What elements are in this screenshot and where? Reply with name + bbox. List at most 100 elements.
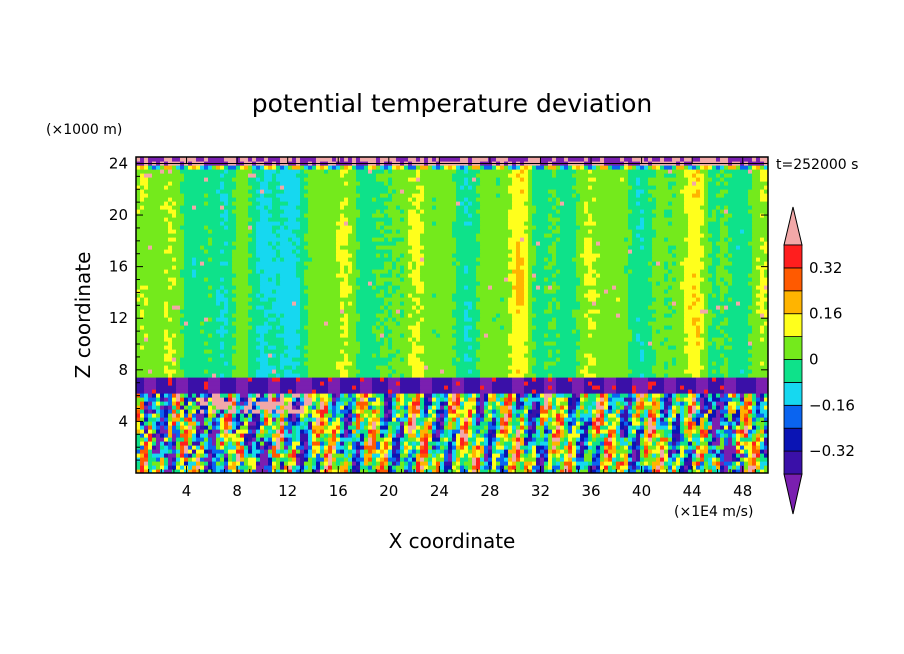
contour-cell <box>348 313 361 318</box>
contour-cell <box>752 229 768 234</box>
contour-cell <box>204 445 209 450</box>
contour-cell <box>704 317 713 322</box>
contour-cell <box>400 253 405 258</box>
contour-cell <box>740 397 745 402</box>
contour-cell <box>676 405 681 410</box>
contour-cell <box>204 321 225 326</box>
contour-cell <box>692 373 701 378</box>
contour-cell <box>472 457 477 462</box>
contour-cell <box>444 421 449 426</box>
contour-cell <box>136 349 169 354</box>
contour-cell <box>484 393 489 398</box>
contour-cell <box>460 425 465 430</box>
contour-cell <box>168 441 173 446</box>
contour-cell <box>320 465 325 470</box>
contour-cell <box>136 249 165 254</box>
contour-cell <box>580 413 593 418</box>
contour-cell <box>728 373 749 378</box>
contour-cell <box>336 397 341 402</box>
contour-cell <box>200 321 205 326</box>
contour-cell <box>724 449 737 454</box>
contour-cell <box>256 425 261 430</box>
contour-cell <box>516 469 525 473</box>
contour-cell <box>304 441 309 446</box>
contour-cell <box>540 441 549 446</box>
contour-cell <box>344 413 349 418</box>
contour-cell <box>708 381 725 386</box>
contour-cell <box>428 449 433 454</box>
contour-cell <box>280 385 297 390</box>
contour-cell <box>712 405 717 410</box>
contour-cell <box>216 405 229 410</box>
contour-cell <box>760 361 765 366</box>
contour-cell <box>760 441 765 446</box>
contour-cell <box>688 361 701 366</box>
contour-cell <box>508 221 525 226</box>
contour-cell <box>248 221 257 226</box>
contour-cell <box>320 453 325 458</box>
contour-cell <box>716 213 725 218</box>
contour-cell <box>608 445 613 450</box>
contour-cell <box>300 441 305 446</box>
contour-cell <box>612 397 625 402</box>
contour-cell <box>176 397 181 402</box>
contour-cell <box>644 349 657 354</box>
contour-cell <box>456 413 461 418</box>
contour-cell <box>400 409 405 414</box>
contour-cell <box>352 385 357 390</box>
contour-cell <box>668 361 673 366</box>
contour-cell <box>748 433 753 438</box>
contour-cell <box>204 245 237 250</box>
contour-cell <box>520 413 525 418</box>
contour-cell <box>764 417 768 422</box>
contour-cell <box>664 429 673 434</box>
contour-cell <box>356 437 361 442</box>
contour-cell <box>408 449 413 454</box>
contour-cell <box>700 401 705 406</box>
contour-cell <box>548 413 553 418</box>
contour-cell <box>532 333 545 338</box>
contour-cell <box>672 413 677 418</box>
contour-cell <box>356 417 361 422</box>
contour-cell <box>140 461 145 466</box>
contour-cell <box>428 425 433 430</box>
contour-cell <box>224 289 229 294</box>
contour-cell <box>728 417 733 422</box>
contour-cell <box>540 401 545 406</box>
contour-cell <box>136 305 165 310</box>
contour-cell <box>704 425 709 430</box>
contour-cell <box>652 333 689 338</box>
contour-cell <box>172 409 177 414</box>
contour-cell <box>624 453 629 458</box>
contour-cell <box>652 433 657 438</box>
contour-cell <box>628 437 633 442</box>
contour-cell <box>512 369 517 374</box>
contour-cell <box>268 353 273 358</box>
contour-cell <box>168 429 173 434</box>
contour-cell <box>256 265 297 270</box>
contour-cell <box>564 397 569 402</box>
contour-cell <box>412 297 421 302</box>
contour-cell <box>708 265 717 270</box>
contour-cell <box>688 357 701 362</box>
contour-cell <box>204 225 209 230</box>
contour-cell <box>388 313 393 318</box>
contour-cell <box>672 397 677 402</box>
contour-cell <box>720 305 725 310</box>
contour-cell <box>412 333 421 338</box>
contour-cell <box>612 409 617 414</box>
contour-cell <box>544 433 549 438</box>
contour-cell <box>476 409 481 414</box>
contour-cell <box>180 401 185 406</box>
contour-cell <box>752 421 757 426</box>
contour-cell <box>708 297 721 302</box>
contour-cell <box>380 425 389 430</box>
contour-cell <box>268 345 277 350</box>
contour-cell <box>284 453 289 458</box>
contour-cell <box>496 401 501 406</box>
contour-cell <box>604 393 609 398</box>
contour-cell <box>296 265 309 270</box>
contour-cell <box>672 325 685 330</box>
contour-cell <box>728 317 749 322</box>
contour-cell <box>196 401 201 406</box>
